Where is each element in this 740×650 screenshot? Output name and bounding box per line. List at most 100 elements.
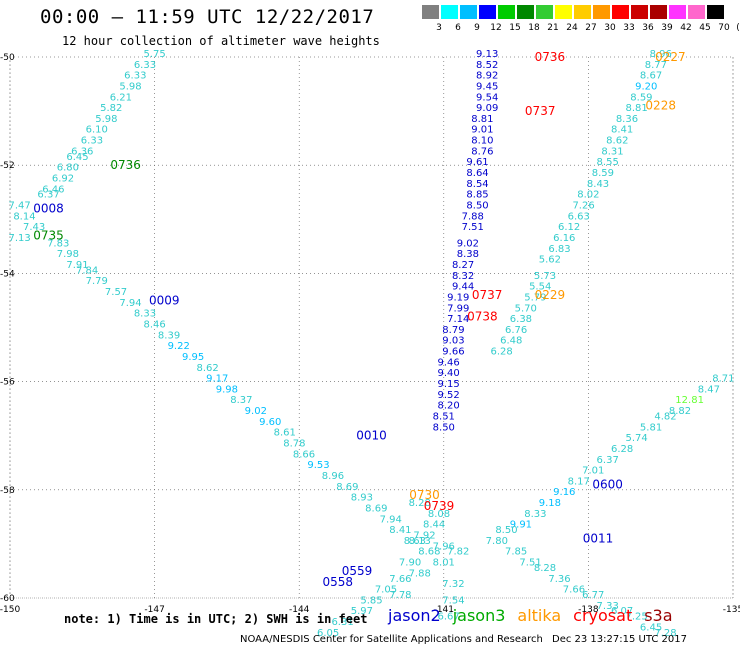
swh-value-label: 6.63 xyxy=(568,211,590,222)
swh-value-label: 9.17 xyxy=(206,374,228,385)
color-scale-label: 21 xyxy=(547,23,559,33)
swh-value-label: 7.78 xyxy=(389,590,411,601)
swh-value-label: 8.47 xyxy=(698,384,720,395)
color-scale-label: 24 xyxy=(566,23,578,33)
swh-value-label: 7.57 xyxy=(105,287,127,298)
swh-value-label: 6.33 xyxy=(124,71,146,82)
color-swatch xyxy=(517,5,534,19)
swh-value-label: 6.67 xyxy=(437,612,459,623)
swh-value-label: 8.96 xyxy=(322,471,344,482)
swh-value-label: 5.81 xyxy=(640,422,662,433)
swh-value-label: 9.19 xyxy=(447,292,469,303)
swh-value-label: 8.50 xyxy=(495,525,517,536)
swh-value-label: 8.27 xyxy=(452,260,474,271)
swh-value-label: 8.63 xyxy=(404,536,426,547)
swh-value-label: 8.02 xyxy=(577,190,599,201)
swh-value-label: 8.41 xyxy=(389,525,411,536)
lon-tick-label: -144 xyxy=(289,605,310,615)
swh-value-label: 5.98 xyxy=(95,114,117,125)
swh-value-label: 9.01 xyxy=(471,125,493,136)
swh-value-label: 7.28 xyxy=(654,628,676,639)
swh-value-label: 9.95 xyxy=(182,352,204,363)
swh-value-label: 8.28 xyxy=(534,563,556,574)
swh-value-label: 7.51 xyxy=(462,222,484,233)
swh-value-label: 8.55 xyxy=(597,157,619,168)
swh-value-label: 9.15 xyxy=(437,379,459,390)
swh-value-label: 7.33 xyxy=(597,601,619,612)
swh-value-label: 6.28 xyxy=(491,347,513,358)
lat-tick-label: -52 xyxy=(0,161,15,171)
swh-value-label: 5.70 xyxy=(515,303,537,314)
swh-value-label: 8.81 xyxy=(471,114,493,125)
swh-value-label: 9.60 xyxy=(259,417,281,428)
swh-value-label: 7.26 xyxy=(572,200,594,211)
color-scale-label: 3 xyxy=(436,23,442,33)
swh-value-label: 9.61 xyxy=(466,157,488,168)
swh-value-label: 6.80 xyxy=(57,163,79,174)
pass-time-label: 0008 xyxy=(33,201,64,215)
lat-tick-label: -54 xyxy=(0,269,15,279)
color-swatch xyxy=(612,5,629,19)
swh-value-label: 7.79 xyxy=(86,276,108,287)
swh-value-label: 8.10 xyxy=(471,136,493,147)
swh-value-label: 9.54 xyxy=(476,92,498,103)
swh-value-label: 9.46 xyxy=(437,357,459,368)
swh-value-label: 8.51 xyxy=(433,411,455,422)
swh-value-label: 5.62 xyxy=(539,255,561,266)
color-scale-label: 45 xyxy=(699,23,711,33)
swh-value-label: 7.32 xyxy=(442,579,464,590)
swh-value-label: 6.36 xyxy=(71,146,93,157)
lon-tick-label: -138 xyxy=(578,605,599,615)
swh-value-label: 8.13 xyxy=(409,536,431,547)
swh-value-label: 6.33 xyxy=(134,60,156,71)
swh-value-label: 8.37 xyxy=(230,395,252,406)
swh-value-label: 8.14 xyxy=(13,211,35,222)
swh-value-label: 8.68 xyxy=(418,547,440,558)
swh-value-label: 9.13 xyxy=(476,49,498,60)
swh-value-label: 9.91 xyxy=(510,520,532,531)
satellite-legend: jason2 jason3 altika cryosat s3a xyxy=(388,606,685,625)
lon-tick-label: -135 xyxy=(723,605,740,615)
pass-time-label: 0739 xyxy=(424,499,455,513)
swh-value-label: 5.85 xyxy=(360,595,382,606)
swh-value-label: 7.88 xyxy=(462,211,484,222)
swh-value-label: 8.69 xyxy=(336,482,358,493)
swh-value-label: 8.67 xyxy=(640,71,662,82)
color-scale-label: 36 xyxy=(642,23,654,33)
swh-value-label: 9.45 xyxy=(476,81,498,92)
swh-value-label: 8.62 xyxy=(196,363,218,374)
swh-value-label: 7.98 xyxy=(57,249,79,260)
swh-value-label: 9.18 xyxy=(539,498,561,509)
swh-value-label: 7.99 xyxy=(447,303,469,314)
color-swatch xyxy=(707,5,724,19)
swh-value-label: 8.69 xyxy=(365,503,387,514)
pass-time-label: 0737 xyxy=(472,288,503,302)
color-swatch xyxy=(460,5,477,19)
pass-time-label: 0736 xyxy=(110,158,141,172)
swh-value-label: 7.94 xyxy=(380,514,402,525)
color-scale-label: 39 xyxy=(661,23,673,33)
swh-value-label: 8.59 xyxy=(592,168,614,179)
swh-value-label: 8.50 xyxy=(466,200,488,211)
swh-value-label: 8.17 xyxy=(568,476,590,487)
color-scale-label: 70 xyxy=(718,23,730,33)
swh-value-label: 6.77 xyxy=(582,590,604,601)
swh-value-label: 7.83 xyxy=(47,238,69,249)
swh-value-label: 9.03 xyxy=(442,336,464,347)
swh-value-label: 8.31 xyxy=(601,146,623,157)
color-swatch xyxy=(593,5,610,19)
pass-time-label: 0228 xyxy=(645,99,676,113)
swh-value-label: 8.54 xyxy=(466,179,488,190)
lat-tick-label: -56 xyxy=(0,378,15,388)
swh-value-label: 8.61 xyxy=(274,428,296,439)
swh-value-label: 7.47 xyxy=(9,200,31,211)
swh-value-label: 8.52 xyxy=(476,60,498,71)
swh-value-label: 6.37 xyxy=(37,190,59,201)
swh-value-label: 8.33 xyxy=(134,309,156,320)
swh-value-label: 5.54 xyxy=(529,282,551,293)
satellite-legend-item: cryosat xyxy=(573,606,633,625)
swh-value-label: 8.96 xyxy=(650,49,672,60)
swh-value-label: 8.39 xyxy=(158,330,180,341)
swh-value-label: 7.84 xyxy=(76,265,98,276)
